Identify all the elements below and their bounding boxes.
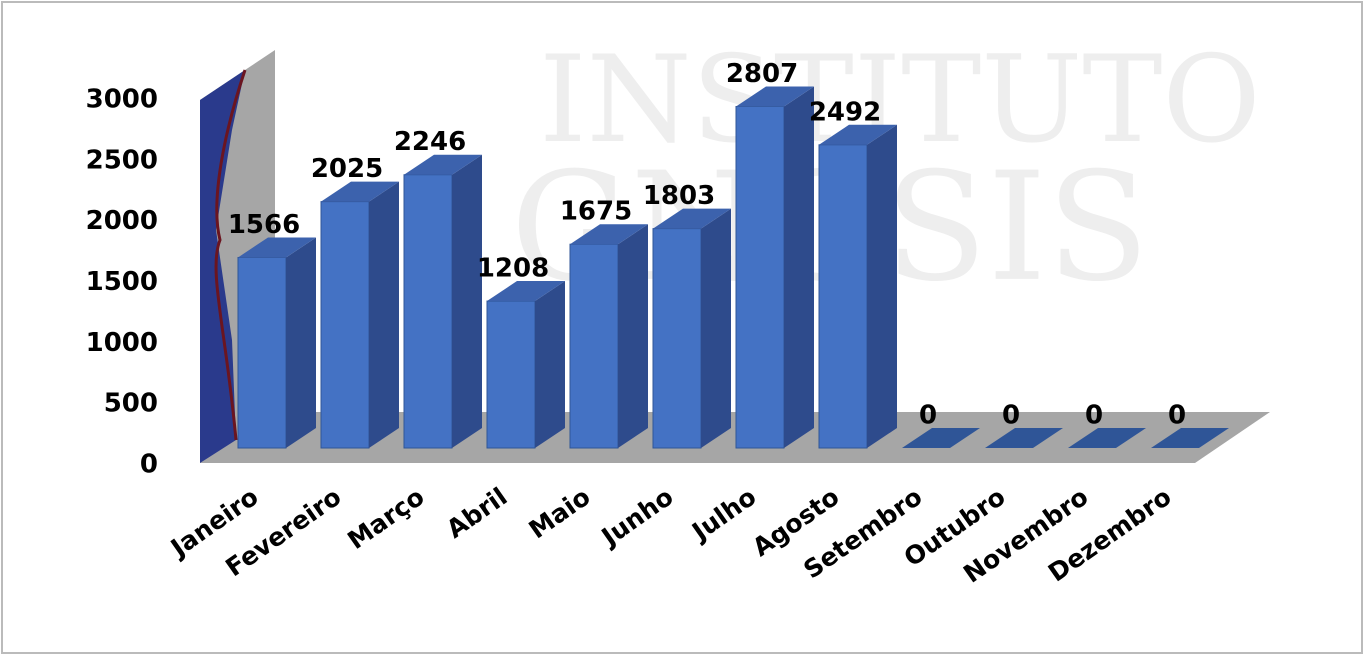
value-label: 1208 (477, 254, 549, 284)
bar (818, 124, 897, 449)
y-tick-label: 3000 (86, 85, 158, 115)
bar (1068, 428, 1146, 448)
value-label: 0 (1085, 401, 1103, 431)
bar (486, 281, 565, 449)
bar-front (237, 256, 287, 449)
bar-front (569, 243, 619, 449)
side-wall (200, 70, 245, 463)
watermark: INSTITUTO (539, 31, 1261, 170)
bar-side (618, 224, 648, 448)
bar-front (403, 174, 453, 449)
bar-top (321, 181, 399, 202)
value-label: 0 (1002, 401, 1020, 431)
value-label: 2025 (311, 154, 383, 184)
y-tick-label: 500 (104, 389, 158, 419)
value-label: 1675 (560, 197, 632, 227)
bar-side (286, 237, 316, 448)
bar (237, 237, 316, 449)
value-label: 2492 (809, 97, 881, 127)
bar-top (985, 428, 1063, 448)
bar-side (535, 281, 565, 448)
bar-side (452, 154, 482, 448)
bar-top (819, 124, 897, 145)
bar-top (1068, 428, 1146, 448)
bar-top (902, 428, 980, 448)
value-label: 0 (1168, 401, 1186, 431)
value-label: 1566 (228, 210, 300, 240)
bar-side (369, 181, 399, 448)
bar-top (238, 237, 316, 258)
value-label: 1803 (643, 181, 715, 211)
bar-side (784, 86, 814, 449)
value-label: 0 (919, 401, 937, 431)
bar-front (735, 105, 785, 449)
bar-front (486, 300, 536, 449)
bar-front (320, 201, 370, 449)
bar-front (652, 228, 702, 449)
bar-top (1151, 428, 1229, 448)
bar-top (570, 224, 648, 245)
value-label: 2807 (726, 59, 798, 89)
y-tick-label: 0 (140, 450, 158, 480)
bar (902, 428, 980, 448)
bar (652, 208, 731, 449)
bar (320, 181, 399, 449)
bar (1151, 428, 1229, 448)
y-tick-label: 2000 (86, 206, 158, 236)
bar-top (653, 208, 731, 229)
bar-top (404, 154, 482, 175)
bar-front (818, 144, 868, 449)
profile-line (214, 69, 247, 441)
bar-side (701, 208, 731, 448)
y-tick-label: 1000 (86, 328, 158, 358)
value-label: 2246 (394, 127, 466, 157)
bar (569, 224, 648, 449)
bar-top (487, 281, 565, 302)
bar (735, 86, 814, 449)
bar-side (867, 124, 897, 448)
y-tick-label: 2500 (86, 145, 158, 175)
bar (403, 154, 482, 449)
bar-top (736, 86, 814, 107)
bar (985, 428, 1063, 448)
y-tick-label: 1500 (86, 267, 158, 297)
